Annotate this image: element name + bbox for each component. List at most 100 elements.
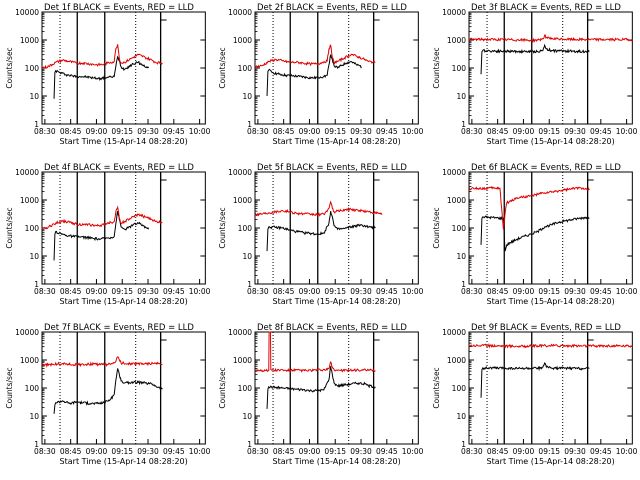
y-axis-label: Counts/sec — [5, 207, 14, 248]
x-tick-label: 09:00 — [299, 127, 321, 136]
y-tick-label: 1000 — [447, 36, 466, 45]
x-tick-label: 08:30 — [461, 127, 483, 136]
series-line-lld — [255, 331, 377, 373]
end-flag-mark — [160, 333, 167, 341]
series-line-lld — [254, 44, 376, 69]
x-axis-label: Start Time (15-Apr-14 08:28:20) — [273, 297, 401, 306]
y-tick-label: 10000 — [228, 328, 252, 337]
end-flag-mark — [586, 333, 594, 341]
detector-chart-2: Det 2f BLACK = Events, RED = LLD 1 10 100 10… — [218, 3, 424, 146]
y-tick-label: 1000 — [233, 36, 252, 45]
y-tick-label: 1000 — [447, 356, 466, 365]
series-line-events — [266, 211, 377, 252]
x-axis-label: Start Time (15-Apr-14 08:28:20) — [60, 457, 188, 466]
x-tick-label: 09:15 — [538, 447, 560, 456]
y-tick-label: 10000 — [15, 8, 39, 17]
series-line-lld — [468, 34, 633, 43]
end-flag-mark — [586, 13, 594, 21]
x-tick-label: 09:00 — [512, 287, 534, 296]
x-tick-label: 09:30 — [137, 287, 159, 296]
y-tick-label: 1 — [34, 440, 39, 449]
y-tick-label: 10 — [243, 252, 253, 261]
x-tick-label: 08:45 — [60, 447, 82, 456]
y-tick-label: 10 — [456, 412, 466, 421]
x-tick-label: 09:15 — [325, 287, 347, 296]
y-tick-label: 10 — [29, 412, 39, 421]
x-tick-label: 08:30 — [247, 447, 269, 456]
x-tick-label: 09:15 — [111, 447, 133, 456]
x-tick-label: 09:15 — [325, 127, 347, 136]
x-tick-label: 08:45 — [60, 287, 82, 296]
detector-chart-7: Det 7f BLACK = Events, RED = LLD 1 10 100 10… — [5, 323, 211, 466]
x-tick-label: 08:45 — [273, 127, 295, 136]
x-tick-label: 08:45 — [487, 287, 509, 296]
x-tick-label: 10:00 — [189, 447, 211, 456]
y-tick-label: 10000 — [442, 8, 466, 17]
y-tick-label: 10 — [456, 252, 466, 261]
y-tick-label: 10000 — [228, 8, 252, 17]
y-tick-label: 1 — [461, 440, 466, 449]
end-flag-mark — [373, 13, 380, 21]
x-tick-label: 09:30 — [351, 447, 373, 456]
detector-chart-9: Det 9f BLACK = Events, RED = LLD 1 10 100 10… — [432, 323, 638, 466]
x-tick-label: 09:45 — [376, 447, 398, 456]
x-tick-label: 09:30 — [137, 127, 159, 136]
chart-title: Det 9f BLACK = Events, RED = LLD — [471, 323, 621, 333]
x-tick-label: 09:00 — [299, 447, 321, 456]
y-axis-label: Counts/sec — [5, 47, 14, 88]
chart-title: Det 5f BLACK = Events, RED = LLD — [257, 163, 407, 173]
x-tick-label: 09:30 — [564, 287, 586, 296]
y-tick-label: 100 — [238, 224, 253, 233]
x-tick-label: 10:00 — [402, 287, 424, 296]
y-axis-label: Counts/sec — [432, 367, 441, 408]
x-tick-label: 09:15 — [111, 287, 133, 296]
y-tick-label: 100 — [238, 64, 253, 73]
detector-chart-8: Det 8f BLACK = Events, RED = LLD 1 10 100 10… — [218, 323, 424, 466]
x-tick-label: 08:45 — [487, 447, 509, 456]
y-tick-label: 10000 — [15, 168, 39, 177]
y-tick-label: 1 — [34, 280, 39, 289]
y-tick-label: 10 — [29, 252, 39, 261]
series-line-events — [53, 368, 163, 414]
x-tick-label: 09:00 — [86, 287, 108, 296]
detector-chart-6: Det 6f BLACK = Events, RED = LLD 1 10 100 10… — [432, 163, 638, 306]
y-tick-label: 10 — [243, 92, 253, 101]
end-flag-mark — [373, 173, 380, 181]
x-tick-label: 10:00 — [615, 447, 637, 456]
x-tick-label: 08:30 — [461, 287, 483, 296]
x-axis-label: Start Time (15-Apr-14 08:28:20) — [60, 297, 188, 306]
x-tick-label: 08:30 — [247, 287, 269, 296]
x-axis-label: Start Time (15-Apr-14 08:28:20) — [486, 457, 614, 466]
y-tick-label: 100 — [451, 224, 466, 233]
end-flag-mark — [160, 173, 167, 181]
plot-frame — [468, 171, 633, 285]
y-axis-label: Counts/sec — [5, 367, 14, 408]
x-tick-label: 09:45 — [376, 127, 398, 136]
x-tick-label: 09:15 — [111, 127, 133, 136]
x-tick-label: 09:15 — [325, 447, 347, 456]
x-tick-label: 08:45 — [487, 127, 509, 136]
x-tick-label: 08:30 — [34, 287, 56, 296]
y-tick-label: 100 — [25, 224, 40, 233]
x-tick-label: 08:45 — [273, 287, 295, 296]
x-axis-label: Start Time (15-Apr-14 08:28:20) — [273, 137, 401, 146]
y-tick-label: 1000 — [233, 196, 252, 205]
x-tick-label: 09:30 — [564, 447, 586, 456]
chart-title: Det 6f BLACK = Events, RED = LLD — [471, 163, 621, 173]
y-tick-label: 1 — [461, 120, 466, 129]
y-tick-label: 10000 — [442, 328, 466, 337]
series-line-lld — [468, 186, 590, 230]
plot-frame — [468, 331, 633, 445]
y-tick-label: 10000 — [442, 168, 466, 177]
chart-title: Det 2f BLACK = Events, RED = LLD — [257, 3, 407, 13]
y-tick-label: 1 — [461, 280, 466, 289]
x-tick-label: 09:45 — [163, 447, 185, 456]
x-tick-label: 09:45 — [590, 287, 612, 296]
series-line-lld — [41, 44, 163, 69]
chart-title: Det 7f BLACK = Events, RED = LLD — [44, 323, 194, 333]
x-tick-label: 10:00 — [615, 127, 637, 136]
y-tick-label: 10 — [456, 92, 466, 101]
x-tick-label: 10:00 — [402, 127, 424, 136]
x-tick-label: 10:00 — [615, 287, 637, 296]
y-tick-label: 1 — [34, 120, 39, 129]
